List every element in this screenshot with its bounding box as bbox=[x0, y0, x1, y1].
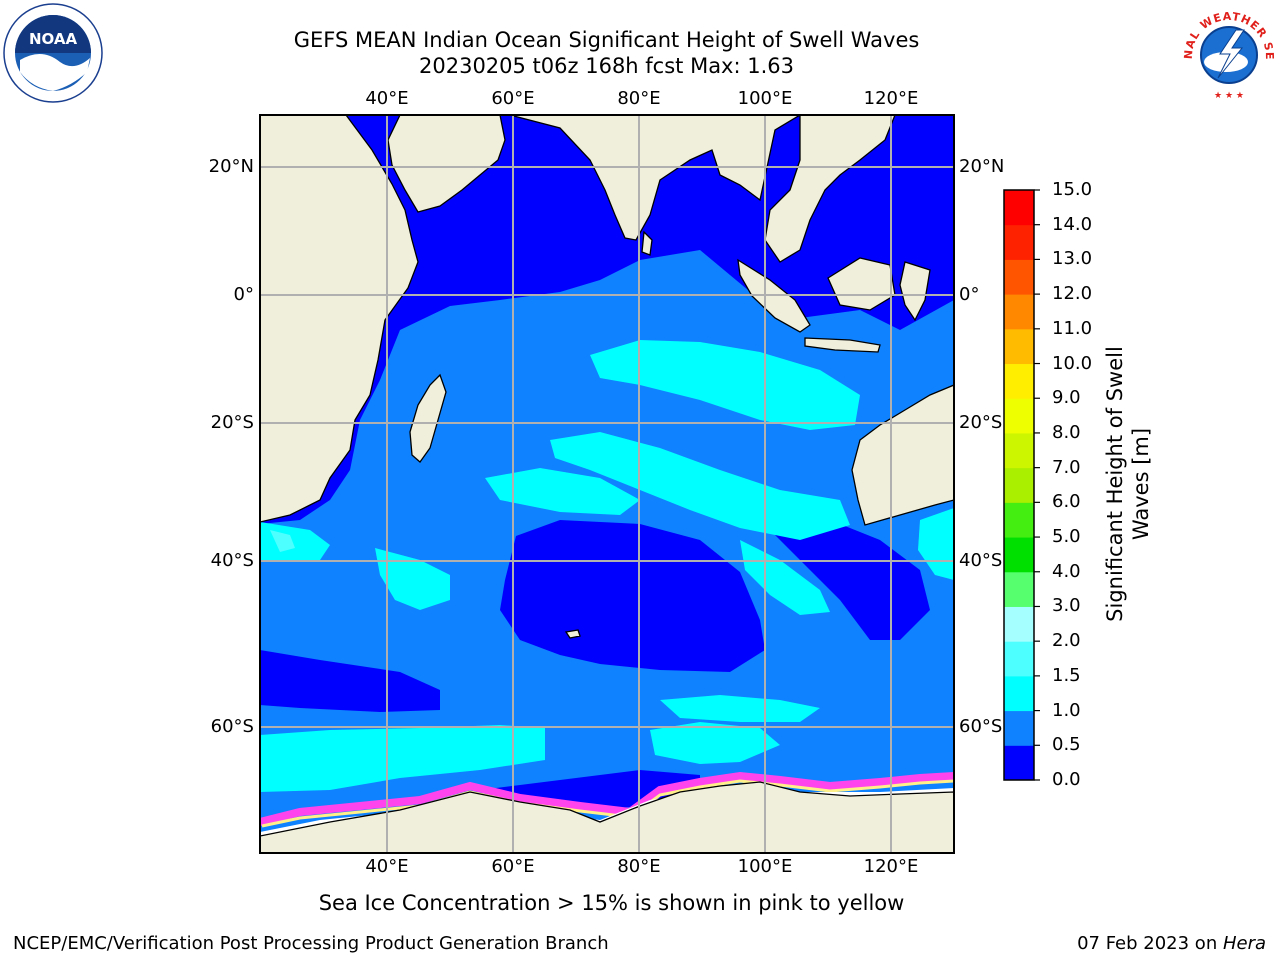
swell-region-low-southwest bbox=[260, 650, 440, 712]
colorbar-tick-label: 12.0 bbox=[1052, 283, 1093, 305]
colorbar-label: Significant Height of Swell Waves [m] bbox=[1103, 346, 1153, 622]
colorbar-tick-label: 14.0 bbox=[1052, 213, 1093, 235]
colorbar-tick-label: 0.0 bbox=[1052, 769, 1081, 790]
colorbar-tick-label: 8.0 bbox=[1052, 421, 1081, 443]
lon-tick-top: 80°E bbox=[617, 88, 661, 109]
svg-text:★ ★ ★: ★ ★ ★ bbox=[1214, 91, 1244, 101]
colorbar-swatch bbox=[1004, 190, 1034, 226]
colorbar-swatch bbox=[1004, 641, 1034, 677]
lat-tick-left: 60°S bbox=[210, 716, 254, 737]
lon-tick-bottom: 80°E bbox=[617, 856, 661, 877]
colorbar-tick-label: 1.0 bbox=[1052, 699, 1081, 721]
colorbar bbox=[1003, 189, 1040, 781]
colorbar-tick-label: 13.0 bbox=[1052, 248, 1093, 270]
lat-tick-left: 0° bbox=[233, 284, 254, 305]
lat-tick-right: 60°S bbox=[959, 716, 1003, 737]
colorbar-swatch bbox=[1004, 675, 1034, 712]
lat-tick-right: 40°S bbox=[959, 550, 1003, 571]
footer-date: 07 Feb 2023 on Hera bbox=[1077, 933, 1266, 954]
lon-tick-bottom: 40°E bbox=[365, 856, 409, 877]
lat-tick-right: 0° bbox=[959, 284, 980, 305]
footer-machine: Hera bbox=[1222, 933, 1266, 954]
colorbar-tick-label: 1.5 bbox=[1052, 664, 1081, 686]
colorbar-swatch bbox=[1004, 294, 1034, 330]
map-title: GEFS MEAN Indian Ocean Significant Heigh… bbox=[293, 28, 920, 52]
colorbar-frame bbox=[1003, 189, 1035, 781]
land-madagascar bbox=[409, 373, 447, 463]
lon-tick-top: 100°E bbox=[737, 88, 793, 109]
land-arabia bbox=[387, 115, 506, 213]
swell-region-mid-south bbox=[650, 722, 780, 764]
colorbar-tick-label: 10.0 bbox=[1052, 352, 1093, 374]
lon-tick-top: 120°E bbox=[863, 88, 919, 109]
footer-credit: NCEP/EMC/Verification Post Processing Pr… bbox=[13, 933, 609, 954]
land-antarctica bbox=[260, 781, 954, 853]
colorbar-tick-label: 5.0 bbox=[1052, 526, 1081, 548]
colorbar-swatch bbox=[1004, 328, 1034, 365]
sea-ice-edge bbox=[260, 771, 954, 826]
lat-tick-left: 20°N bbox=[208, 156, 254, 177]
swell-region-mid-edge-west bbox=[260, 522, 330, 560]
swell-region-low-center bbox=[500, 520, 765, 672]
colorbar-tick-label: 7.0 bbox=[1052, 456, 1081, 478]
colorbar-tick-label: 0.5 bbox=[1052, 734, 1081, 756]
lon-tick-bottom: 120°E bbox=[863, 856, 919, 877]
swell-region-mid-southwest bbox=[260, 725, 545, 792]
map-frame bbox=[259, 114, 955, 854]
lat-tick-right: 20°S bbox=[959, 412, 1003, 433]
colorbar-tick-label: 3.0 bbox=[1052, 595, 1081, 617]
swell-region-mid-east-streak bbox=[740, 540, 830, 615]
colorbar-swatch bbox=[1004, 606, 1034, 642]
colorbar-swatch bbox=[1004, 571, 1034, 607]
lon-tick-bottom: 100°E bbox=[737, 856, 793, 877]
footer-date-text: 07 Feb 2023 on bbox=[1077, 933, 1223, 954]
land-kerguelen bbox=[564, 629, 581, 639]
colorbar-tick-label: 11.0 bbox=[1052, 317, 1093, 339]
swell-region-mid-west bbox=[375, 548, 450, 610]
colorbar-swatch bbox=[1004, 502, 1034, 538]
graticule bbox=[260, 115, 954, 853]
swell-region-mid-band bbox=[485, 468, 640, 515]
swell-region-mid-northeast bbox=[590, 340, 860, 430]
land-southeast-asia bbox=[764, 115, 896, 263]
colorbar-tick-label: 6.0 bbox=[1052, 491, 1081, 513]
colorbar-swatch bbox=[1004, 537, 1034, 573]
land-java bbox=[804, 337, 881, 353]
lat-tick-right: 20°N bbox=[959, 156, 1005, 177]
colorbar-swatch bbox=[1004, 224, 1034, 260]
swell-region-mid-south2 bbox=[660, 695, 820, 722]
lat-tick-left: 40°S bbox=[210, 550, 254, 571]
colorbar-swatch bbox=[1004, 710, 1034, 746]
swell-region-1-5 bbox=[270, 530, 295, 552]
colorbar-tick-label: 9.0 bbox=[1052, 387, 1081, 409]
land-africa bbox=[260, 115, 419, 523]
colorbar-swatch bbox=[1004, 363, 1034, 399]
lon-tick-top: 60°E bbox=[491, 88, 535, 109]
nws-logo: NATIONAL WEATHER SERVICE ★ ★ ★ bbox=[1178, 2, 1276, 101]
noaa-logo: NOAA bbox=[3, 3, 103, 103]
map-subtitle: 20230205 t06z 168h fcst Max: 1.63 bbox=[419, 54, 794, 78]
colorbar-tick-label: 15.0 bbox=[1052, 179, 1093, 200]
colorbar-swatch bbox=[1004, 467, 1034, 503]
colorbar-swatch bbox=[1004, 432, 1034, 469]
land-australia bbox=[851, 384, 954, 526]
colorbar-tick-label: 2.0 bbox=[1052, 630, 1081, 652]
land-sri-lanka bbox=[641, 230, 653, 256]
colorbar-tick-label: 4.0 bbox=[1052, 560, 1081, 582]
lon-tick-top: 40°E bbox=[365, 88, 409, 109]
noaa-logo-text: NOAA bbox=[29, 30, 78, 48]
lon-tick-bottom: 60°E bbox=[491, 856, 535, 877]
colorbar-swatch bbox=[1004, 398, 1034, 434]
land-sulawesi bbox=[899, 261, 931, 322]
colorbar-swatch bbox=[1004, 259, 1034, 295]
swell-region-mid-central bbox=[550, 432, 850, 540]
sea-ice-caption: Sea Ice Concentration > 15% is shown in … bbox=[318, 891, 905, 915]
lat-tick-left: 20°S bbox=[210, 412, 254, 433]
colorbar-swatch bbox=[1004, 745, 1034, 781]
